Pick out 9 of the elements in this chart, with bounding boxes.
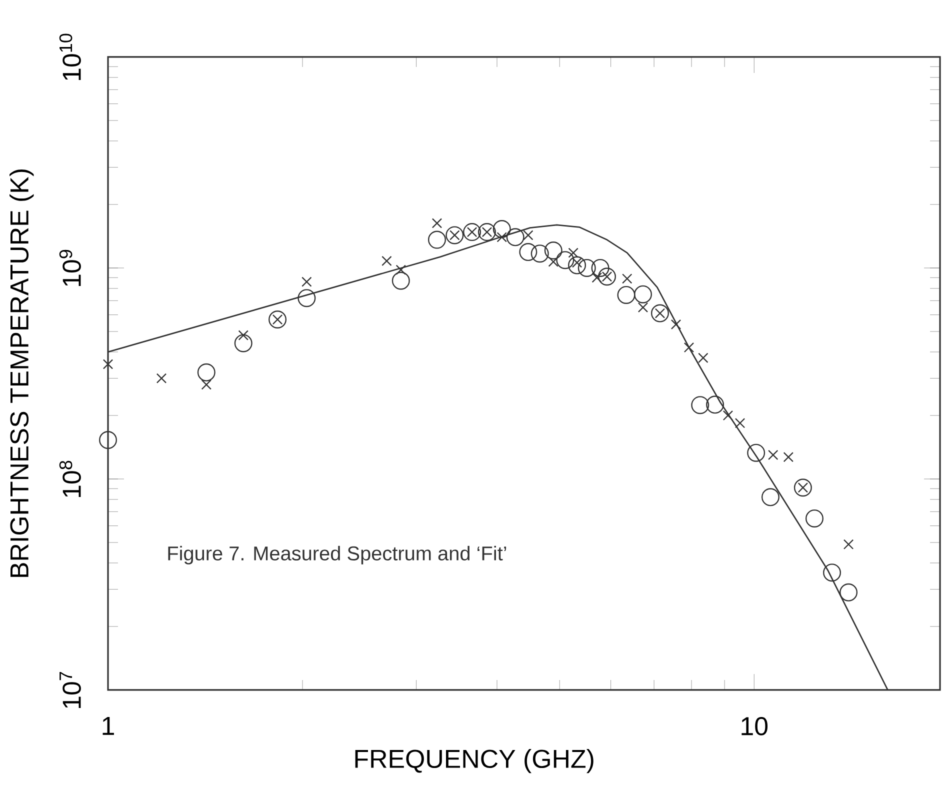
y-axis-title: BRIGHTNESS TEMPERATURE (K) — [10, 170, 34, 577]
x-tick-label: 10 — [742, 717, 768, 736]
annotation: Figure 7. Measured Spectrum and ‘Fit’ — [168, 546, 506, 564]
x-axis-title: FREQUENCY (GHZ) — [355, 749, 594, 774]
y-tick-label: 10$^{7}$ — [60, 672, 81, 708]
y-tick-label: 10$^{8}$ — [59, 460, 81, 497]
y-tick-label: 10$^{10}$ — [59, 34, 81, 80]
y-tick-label: 10$^{9}$ — [59, 250, 81, 286]
x-tick-label: 1 — [102, 717, 114, 735]
